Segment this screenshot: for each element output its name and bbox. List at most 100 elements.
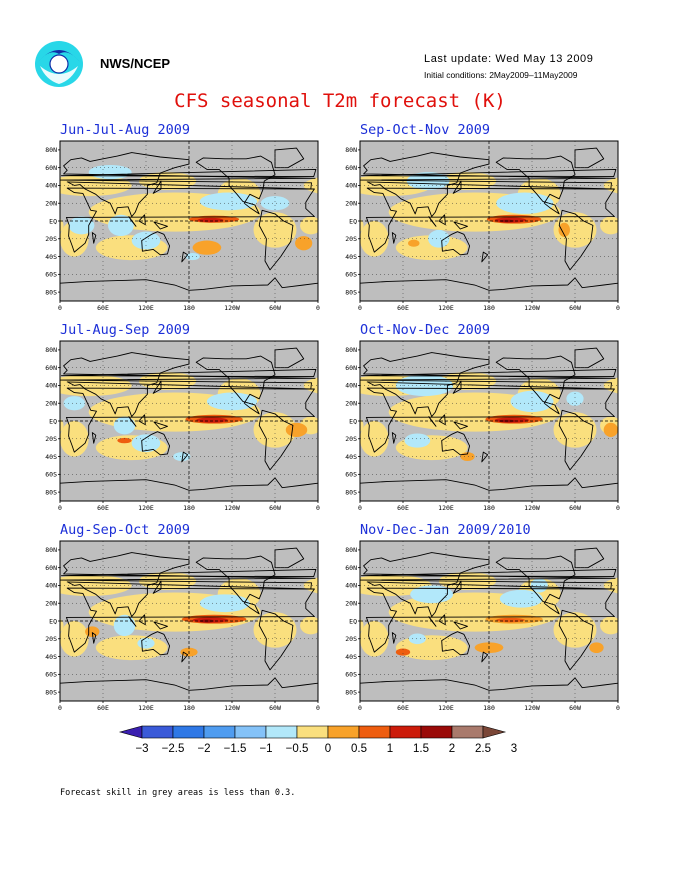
- coastline: [438, 414, 446, 426]
- lon-tick-label: 120E: [138, 504, 154, 512]
- legend-label: −1.5: [224, 743, 247, 755]
- lon-tick-label: 0: [358, 704, 362, 712]
- lon-tick-label: 120W: [224, 304, 240, 312]
- lat-tick-label: 80S: [345, 288, 357, 296]
- lon-tick-label: 60E: [397, 504, 409, 512]
- lon-tick-label: 180: [483, 704, 495, 712]
- anomaly-region: [108, 214, 134, 237]
- coastline: [65, 187, 315, 253]
- coastline: [141, 231, 171, 256]
- anomaly-region: [117, 437, 132, 444]
- anomaly-region: [618, 421, 647, 457]
- lat-tick-label: EQ: [349, 417, 357, 425]
- legend-swatch: [451, 725, 484, 739]
- lat-tick-label: 40N: [345, 182, 357, 190]
- legend-label: 1.5: [413, 743, 429, 755]
- coastline: [453, 421, 468, 430]
- lat-tick-label: 20N: [345, 600, 357, 608]
- panel-title-son: Sep-Oct-Nov 2009: [360, 122, 491, 138]
- lat-tick-label: 40N: [345, 582, 357, 590]
- anomaly-region: [137, 637, 155, 649]
- legend-swatch: [358, 725, 391, 739]
- coastline: [91, 632, 97, 644]
- lat-tick-label: 80S: [45, 688, 57, 696]
- coastline: [60, 277, 318, 291]
- lon-tick-label: 0: [616, 304, 620, 312]
- initial-conditions-text: Initial conditions: 2May2009–11May2009: [424, 70, 578, 80]
- lon-tick-label: 0: [616, 504, 620, 512]
- org-label: NWS/NCEP: [100, 56, 171, 71]
- anomaly-region: [360, 621, 389, 657]
- anomaly-region: [360, 218, 364, 233]
- lat-tick-label: 20N: [45, 400, 57, 408]
- coastline: [452, 380, 462, 394]
- lon-tick-label: 120E: [438, 304, 454, 312]
- coastline: [574, 547, 605, 569]
- lat-tick-label: 60S: [345, 471, 357, 479]
- anomaly-region: [496, 617, 525, 623]
- anomaly-region: [408, 239, 420, 247]
- coastline: [365, 387, 615, 453]
- lat-tick-label: 80N: [45, 146, 57, 154]
- coastline: [428, 416, 437, 427]
- coastline: [60, 677, 318, 691]
- coastline: [91, 232, 97, 244]
- anomaly-region: [360, 421, 389, 457]
- lon-tick-label: 60W: [569, 304, 581, 312]
- anomaly-region: [260, 196, 290, 211]
- coastline: [438, 614, 446, 626]
- lon-tick-label: 120W: [224, 504, 240, 512]
- coastline: [128, 616, 137, 627]
- panel-title-jja: Jun-Jul-Aug 2009: [60, 122, 191, 138]
- lat-tick-label: 80S: [45, 488, 57, 496]
- lon-tick-label: 180: [183, 504, 195, 512]
- anomaly-region: [197, 217, 224, 223]
- lat-tick-label: 80S: [45, 288, 57, 296]
- anomaly-region: [618, 221, 647, 257]
- anomaly-region: [192, 240, 222, 255]
- anomaly-region: [603, 422, 618, 437]
- lon-tick-label: 120W: [524, 504, 540, 512]
- coastline: [574, 147, 605, 169]
- anomaly-region: [360, 618, 364, 633]
- lat-tick-label: EQ: [349, 617, 357, 625]
- anomaly-region: [566, 391, 584, 406]
- lon-tick-label: 0: [316, 504, 320, 512]
- anomaly-region: [499, 589, 543, 608]
- lat-tick-label: 80N: [345, 546, 357, 554]
- anomaly-region: [404, 433, 431, 448]
- legend-label: 1: [387, 743, 393, 755]
- legend-swatch: [327, 725, 360, 739]
- lon-tick-label: 60W: [269, 704, 281, 712]
- anomaly-region: [558, 222, 570, 237]
- anomaly-region: [60, 621, 89, 657]
- lon-tick-label: 0: [616, 704, 620, 712]
- coastline: [428, 216, 437, 227]
- lon-tick-label: 60E: [97, 704, 109, 712]
- coastline: [453, 621, 468, 630]
- lon-tick-label: 0: [358, 304, 362, 312]
- legend-swatch: [141, 725, 174, 739]
- lat-tick-label: 20S: [45, 435, 57, 443]
- lat-tick-label: 60N: [345, 364, 357, 372]
- lon-tick-label: 0: [316, 304, 320, 312]
- coastline: [91, 432, 97, 444]
- coastline: [365, 587, 615, 653]
- anomaly-region: [300, 616, 318, 635]
- lat-tick-label: 60S: [45, 271, 57, 279]
- lat-tick-label: 40N: [45, 182, 57, 190]
- anomaly-region: [410, 585, 454, 604]
- panel-title-ond: Oct-Nov-Dec 2009: [360, 322, 491, 338]
- lat-tick-label: 60N: [345, 564, 357, 572]
- lat-tick-label: 40N: [45, 382, 57, 390]
- coastline: [495, 155, 576, 215]
- legend-label: −2.5: [162, 743, 185, 755]
- legend-arrow-low: [118, 725, 143, 739]
- legend-swatch: [172, 725, 205, 739]
- anomaly-region: [60, 618, 64, 633]
- lat-tick-label: 80N: [345, 146, 357, 154]
